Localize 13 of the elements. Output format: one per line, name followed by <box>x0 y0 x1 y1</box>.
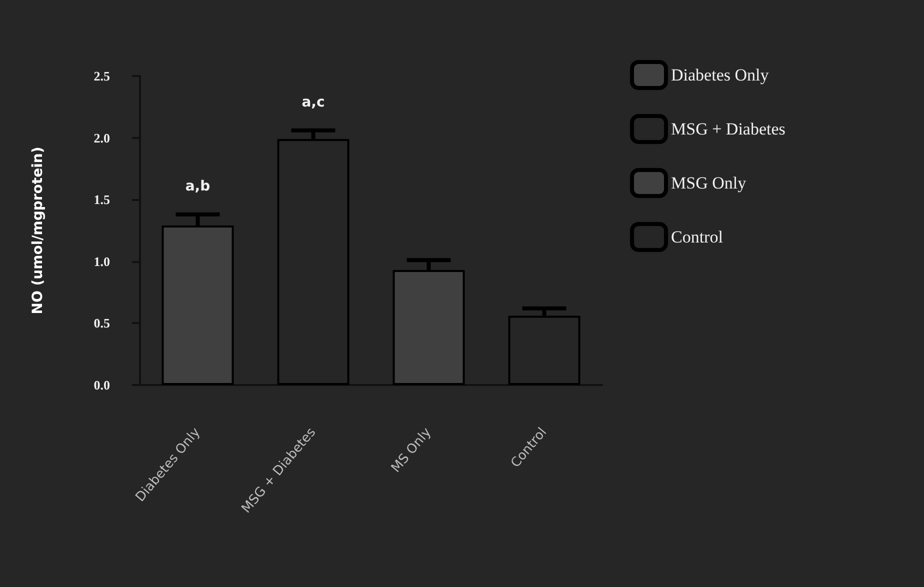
legend-label: Diabetes Only <box>671 66 770 84</box>
annotation: a,c <box>302 94 325 110</box>
annotation: a,b <box>185 178 210 194</box>
legend-label: MSG Only <box>671 174 747 192</box>
y-tick-label: 2.5 <box>94 68 110 84</box>
y-tick-label: 2.0 <box>94 130 110 146</box>
y-tick-label: 0.5 <box>94 316 110 331</box>
y-tick-label: 0.0 <box>94 378 110 392</box>
y-tick-label: 1.0 <box>94 254 110 269</box>
y-axis-title: NO (umol/mgprotein) <box>30 146 46 314</box>
y-tick-label: 1.5 <box>94 192 110 208</box>
legend-label: MSG + Diabetes <box>671 120 786 138</box>
legend-label: Control <box>671 228 724 246</box>
